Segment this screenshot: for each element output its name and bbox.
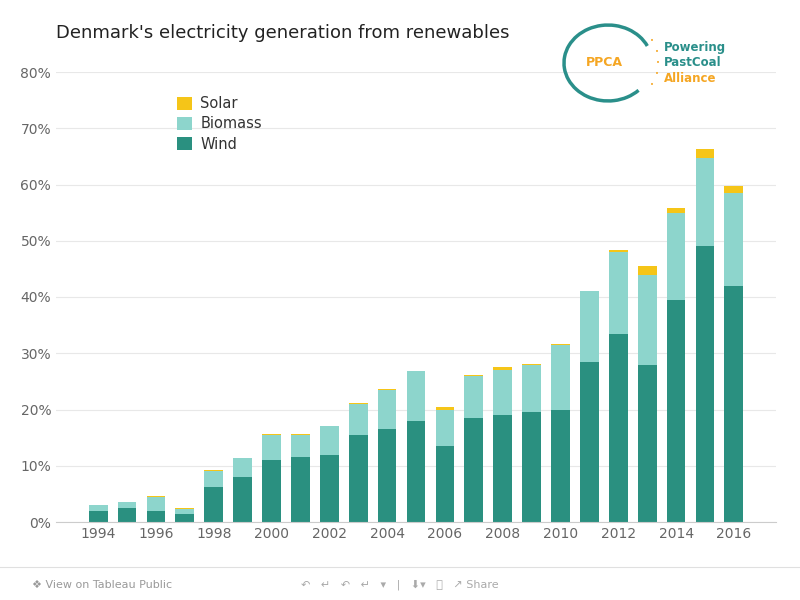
Bar <box>89 505 107 511</box>
Bar <box>320 427 338 455</box>
Text: ↶   ↵   ↶   ↵   ▾   |   ⬇▾   ⧉   ↗︎ Share: ↶ ↵ ↶ ↵ ▾ | ⬇▾ ⧉ ↗︎ Share <box>301 580 499 590</box>
Bar <box>522 364 541 412</box>
Bar <box>175 509 194 514</box>
Bar <box>494 367 512 370</box>
Bar <box>638 266 657 275</box>
Bar <box>725 193 743 286</box>
Bar <box>204 471 223 487</box>
Bar <box>580 362 598 522</box>
Bar <box>435 407 454 409</box>
Text: ❖ View on Tableau Public: ❖ View on Tableau Public <box>32 580 172 590</box>
Bar <box>234 458 252 477</box>
Bar <box>609 334 628 522</box>
Bar <box>666 212 686 300</box>
Legend: Solar, Biomass, Wind: Solar, Biomass, Wind <box>171 91 268 157</box>
Bar <box>349 435 367 522</box>
Bar <box>378 429 397 522</box>
Text: •: • <box>654 49 658 55</box>
Bar <box>551 409 570 522</box>
Bar <box>638 364 657 522</box>
Bar <box>638 274 657 364</box>
Text: Denmark's electricity generation from renewables: Denmark's electricity generation from re… <box>56 24 510 42</box>
Bar <box>118 508 137 522</box>
Bar <box>291 457 310 522</box>
Bar <box>118 502 137 508</box>
Bar <box>320 455 338 522</box>
Bar <box>435 409 454 446</box>
Bar <box>609 252 628 334</box>
Bar <box>175 514 194 522</box>
Text: •: • <box>650 38 654 44</box>
Bar <box>494 415 512 522</box>
Text: PastCoal: PastCoal <box>664 56 722 70</box>
Bar <box>695 157 714 247</box>
Bar <box>146 497 166 511</box>
Bar <box>262 460 281 522</box>
Bar <box>666 208 686 212</box>
Bar <box>580 292 598 362</box>
Bar <box>291 435 310 457</box>
Bar <box>695 149 714 157</box>
Bar <box>465 418 483 522</box>
Bar <box>609 250 628 252</box>
Text: •: • <box>654 71 658 77</box>
Text: Alliance: Alliance <box>664 71 717 85</box>
Bar <box>146 511 166 522</box>
Bar <box>89 511 107 522</box>
Bar <box>204 487 223 522</box>
Text: PPCA: PPCA <box>586 56 622 70</box>
Bar <box>465 376 483 418</box>
Bar <box>234 477 252 522</box>
Bar <box>262 435 281 460</box>
Bar <box>666 300 686 522</box>
Bar <box>695 247 714 522</box>
Bar <box>378 390 397 429</box>
Bar <box>494 370 512 415</box>
Text: •: • <box>650 82 654 88</box>
Text: Powering: Powering <box>664 41 726 55</box>
Bar <box>406 371 426 421</box>
Bar <box>435 446 454 522</box>
Bar <box>725 185 743 193</box>
Bar <box>349 404 367 435</box>
Bar <box>725 286 743 522</box>
Bar <box>406 421 426 522</box>
Text: •: • <box>656 60 661 66</box>
Bar <box>551 345 570 409</box>
Bar <box>522 412 541 522</box>
Bar <box>378 389 397 390</box>
